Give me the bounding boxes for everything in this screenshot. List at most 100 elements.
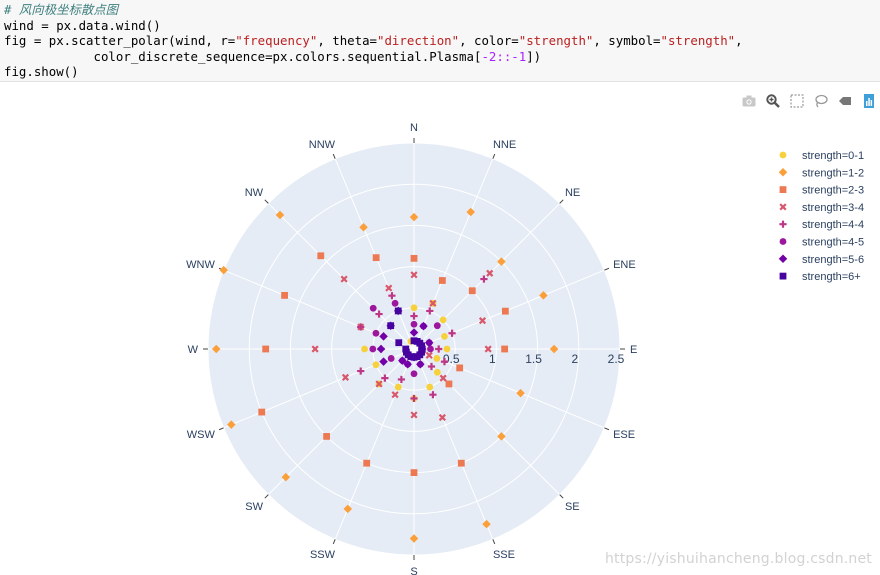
data-point-strength-4-4[interactable]	[357, 323, 365, 331]
data-point-strength-1-2[interactable]	[359, 222, 368, 232]
data-point-strength-4-5[interactable]	[410, 370, 418, 378]
data-point-strength-3-4[interactable]	[478, 317, 487, 325]
legend-marker[interactable]	[778, 168, 788, 177]
data-point-strength-3-4[interactable]	[391, 391, 399, 399]
data-point-strength-0-1[interactable]	[433, 355, 441, 362]
data-point-strength-4-5[interactable]	[387, 355, 395, 362]
data-point-strength-3-4[interactable]	[385, 284, 393, 292]
data-point-strength-1-2[interactable]	[482, 519, 491, 529]
data-point-strength-3-4[interactable]	[486, 269, 494, 277]
data-point-strength-3-4[interactable]	[375, 380, 383, 388]
data-point-strength-4-4[interactable]	[440, 358, 449, 366]
data-point-strength-1-2[interactable]	[497, 432, 506, 441]
data-point-strength-0-1[interactable]	[426, 383, 434, 391]
data-point-strength-5-6[interactable]	[379, 357, 388, 366]
data-point-strength-6-[interactable]	[402, 345, 410, 353]
data-point-strength-5-6[interactable]	[409, 328, 419, 337]
data-point-strength-3-4[interactable]	[484, 345, 492, 353]
data-point-strength-2-3[interactable]	[501, 345, 509, 353]
data-point-strength-5-6[interactable]	[416, 359, 425, 369]
legend-marker[interactable]	[778, 254, 788, 264]
data-point-strength-4-4[interactable]	[410, 312, 418, 320]
legend-marker[interactable]	[779, 272, 787, 280]
data-point-strength-1-2[interactable]	[409, 212, 419, 222]
plotly-logo-icon[interactable]	[860, 92, 878, 110]
data-point-strength-1-2[interactable]	[516, 388, 525, 398]
legend-marker[interactable]	[779, 220, 787, 228]
data-point-strength-0-1[interactable]	[410, 304, 418, 312]
data-point-strength-2-3[interactable]	[258, 408, 266, 416]
legend-marker[interactable]	[779, 238, 787, 245]
data-point-strength-0-1[interactable]	[394, 383, 402, 391]
legend-label[interactable]: strength=4-5	[802, 237, 864, 249]
data-point-strength-4-4[interactable]	[375, 310, 383, 318]
camera-icon[interactable]	[740, 92, 758, 110]
data-point-strength-3-4[interactable]	[429, 299, 437, 307]
data-point-strength-4-4[interactable]	[427, 362, 436, 371]
data-point-strength-2-3[interactable]	[281, 291, 288, 299]
data-point-strength-3-4[interactable]	[439, 374, 447, 382]
data-point-strength-3-4[interactable]	[340, 275, 348, 283]
zoom-icon[interactable]	[764, 92, 782, 110]
data-point-strength-4-4[interactable]	[435, 345, 443, 353]
legend-marker[interactable]	[779, 186, 787, 193]
data-point-strength-2-3[interactable]	[317, 252, 325, 260]
data-point-strength-4-5[interactable]	[369, 345, 377, 353]
data-point-strength-2-3[interactable]	[445, 380, 453, 388]
data-point-strength-2-3[interactable]	[438, 277, 446, 284]
polar-scatter-chart[interactable]: N NNE NE ENE E ESE SE SSE S SSW SW WSW W WNW NW NNW 0.5 1…	[0, 110, 880, 575]
legend-label[interactable]: strength=1-2	[802, 167, 864, 179]
data-point-strength-2-3[interactable]	[323, 432, 331, 440]
data-point-strength-1-2[interactable]	[281, 472, 291, 482]
data-point-strength-0-1[interactable]	[433, 368, 441, 376]
data-point-strength-5-6[interactable]	[403, 359, 412, 369]
data-point-strength-1-2[interactable]	[211, 344, 221, 354]
data-point-strength-2-3[interactable]	[410, 254, 418, 262]
data-point-strength-0-1[interactable]	[441, 332, 448, 340]
data-point-strength-5-6[interactable]	[376, 344, 386, 354]
data-point-strength-1-2[interactable]	[409, 534, 419, 543]
data-point-strength-0-1[interactable]	[439, 316, 447, 324]
data-point-strength-0-1[interactable]	[443, 345, 451, 353]
data-point-strength-4-4[interactable]	[381, 374, 389, 382]
code-cell[interactable]: # 风向极坐标散点图 wind = px.data.wind() fig = p…	[0, 0, 880, 82]
data-point-strength-2-3[interactable]	[363, 459, 371, 467]
legend-label[interactable]: strength=4-4	[802, 219, 864, 231]
data-point-strength-4-4[interactable]	[388, 292, 396, 300]
data-point-strength-3-4[interactable]	[311, 345, 319, 353]
data-point-strength-3-4[interactable]	[410, 411, 418, 419]
data-point-strength-4-4[interactable]	[480, 275, 488, 283]
data-point-strength-4-4[interactable]	[429, 391, 437, 399]
data-point-strength-2-3[interactable]	[372, 254, 380, 262]
data-point-strength-6-[interactable]	[395, 339, 403, 347]
legend-label[interactable]: strength=6+	[802, 271, 861, 283]
reset-icon[interactable]	[836, 92, 854, 110]
data-point-strength-1-2[interactable]	[539, 291, 548, 300]
data-point-strength-1-2[interactable]	[466, 207, 476, 217]
data-point-strength-2-3[interactable]	[501, 307, 509, 315]
legend-label[interactable]: strength=0-1	[802, 150, 864, 162]
select-box-icon[interactable]	[788, 92, 806, 110]
data-point-strength-4-5[interactable]	[369, 304, 377, 312]
data-point-strength-1-2[interactable]	[497, 257, 506, 266]
data-point-strength-4-4[interactable]	[426, 307, 434, 315]
data-point-strength-0-1[interactable]	[372, 361, 380, 369]
data-point-strength-4-5[interactable]	[427, 345, 434, 353]
data-point-strength-4-4[interactable]	[448, 329, 456, 337]
data-point-strength-1-2[interactable]	[275, 210, 285, 220]
data-point-strength-2-3[interactable]	[410, 469, 418, 476]
data-point-strength-5-6[interactable]	[424, 338, 434, 347]
data-point-strength-4-5[interactable]	[410, 320, 418, 328]
data-point-strength-5-6[interactable]	[379, 332, 388, 341]
data-point-strength-1-2[interactable]	[343, 504, 353, 514]
data-point-strength-1-2[interactable]	[549, 344, 559, 354]
legend-marker[interactable]	[779, 203, 787, 211]
data-point-strength-2-3[interactable]	[457, 459, 465, 467]
legend-label[interactable]: strength=3-4	[802, 202, 864, 214]
data-point-strength-0-1[interactable]	[361, 345, 368, 353]
data-point-strength-3-4[interactable]	[438, 413, 446, 422]
legend-label[interactable]: strength=2-3	[802, 185, 864, 197]
lasso-icon[interactable]	[812, 92, 830, 110]
data-point-strength-4-4[interactable]	[357, 367, 365, 375]
